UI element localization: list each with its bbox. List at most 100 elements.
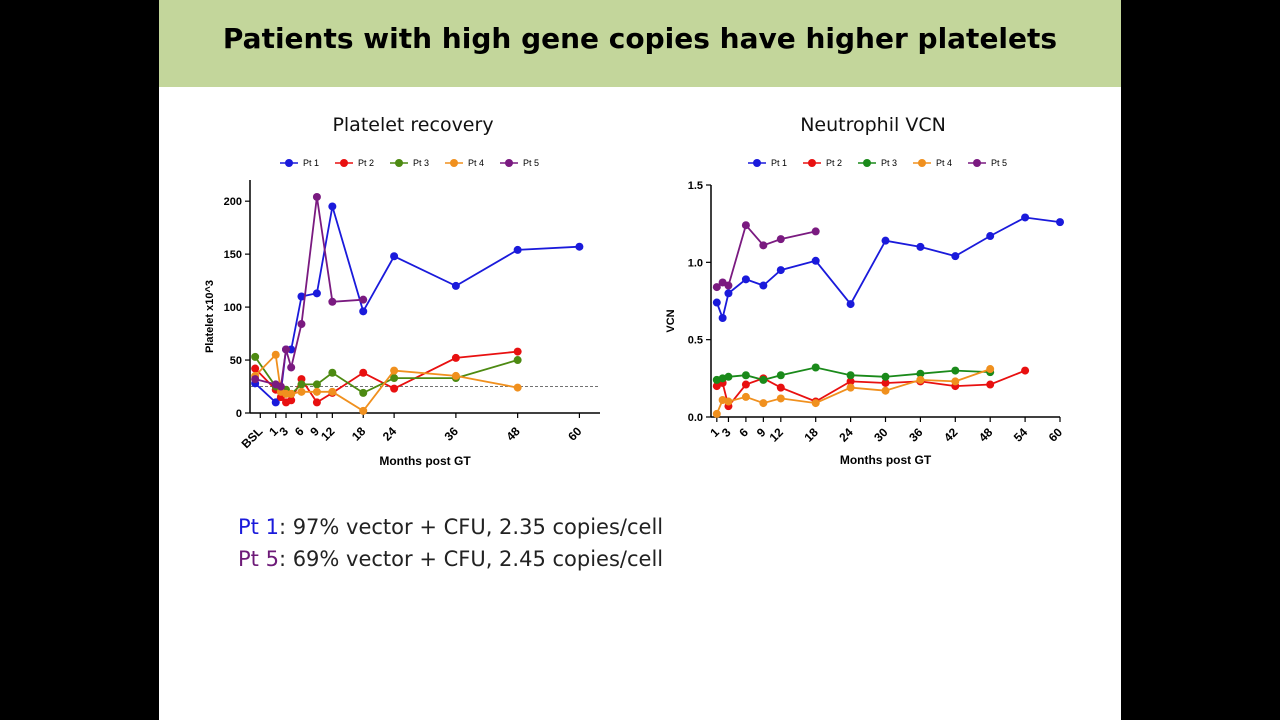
title-bar: Patients with high gene copies have high… — [159, 0, 1121, 87]
legend-label: Pt 5 — [991, 158, 1007, 168]
legend-label: Pt 3 — [881, 158, 897, 168]
y-tick-label: 1.0 — [688, 257, 703, 269]
legend-label: Pt 1 — [771, 158, 787, 168]
x-tick-label: 60 — [1046, 425, 1066, 445]
data-point — [312, 380, 321, 389]
x-tick-label: 42 — [941, 425, 961, 445]
legend-swatch-marker — [863, 159, 871, 167]
platelet-chart-title: Platelet recovery — [332, 114, 494, 136]
y-axis-label: VCN — [665, 309, 677, 332]
note-pt1-label: Pt 1 — [238, 515, 279, 539]
y-tick-label: 100 — [224, 302, 242, 314]
y-axis-label: Platelet x10^3 — [204, 280, 216, 353]
data-point — [1021, 213, 1030, 222]
x-axis-label: Months post GT — [840, 453, 932, 467]
data-point — [712, 283, 721, 292]
x-tick-label: 12 — [767, 425, 787, 445]
data-point — [1056, 218, 1064, 227]
data-point — [724, 397, 733, 406]
data-point — [881, 386, 890, 395]
data-point — [513, 383, 522, 392]
data-point — [271, 398, 280, 407]
data-point — [712, 409, 721, 418]
data-point — [271, 350, 280, 359]
legend-label: Pt 2 — [358, 158, 374, 168]
data-point — [251, 375, 260, 384]
data-point — [846, 377, 855, 386]
data-point — [741, 392, 750, 401]
note-pt5: Pt 5: 69% vector + CFU, 2.45 copies/cell — [238, 547, 663, 571]
data-point — [846, 300, 855, 309]
data-point — [1021, 366, 1030, 375]
note-pt1-text: : 97% vector + CFU, 2.35 copies/cell — [278, 515, 664, 539]
x-tick-label: 54 — [1011, 425, 1031, 445]
legend-label: Pt 3 — [413, 158, 429, 168]
data-point — [513, 356, 522, 365]
data-point — [776, 371, 785, 380]
legend-swatch-marker — [918, 159, 926, 167]
x-tick-label: 1 — [707, 425, 722, 440]
data-point — [951, 377, 960, 386]
data-point — [287, 389, 296, 398]
x-tick-label: 9 — [754, 425, 769, 440]
data-point — [846, 383, 855, 392]
data-point — [328, 387, 337, 396]
data-point — [297, 380, 306, 389]
note-pt1: Pt 1: 97% vector + CFU, 2.35 copies/cell — [238, 515, 663, 539]
x-tick-label: 6 — [736, 425, 751, 440]
data-point — [513, 245, 522, 254]
data-point — [276, 382, 285, 391]
data-point — [741, 275, 750, 284]
data-point — [328, 368, 337, 377]
data-point — [986, 380, 995, 389]
data-point — [390, 252, 399, 261]
x-tick-label: 24 — [836, 425, 856, 445]
y-tick-label: 150 — [224, 249, 242, 261]
legend-label: Pt 4 — [936, 158, 952, 168]
data-point — [297, 387, 306, 396]
legend-swatch-marker — [340, 159, 348, 167]
y-tick-label: 0.0 — [688, 412, 703, 424]
vcn-chart-title: Neutrophil VCN — [800, 114, 946, 136]
legend-label: Pt 4 — [468, 158, 484, 168]
x-tick-label: 36 — [906, 425, 926, 445]
data-point — [846, 371, 855, 380]
data-point — [712, 298, 721, 307]
data-point — [811, 256, 820, 265]
data-point — [390, 374, 399, 383]
data-point — [759, 399, 768, 408]
data-point — [741, 371, 750, 380]
data-point — [312, 289, 321, 298]
legend-swatch-marker — [753, 159, 761, 167]
data-point — [282, 345, 291, 354]
data-point — [881, 378, 890, 387]
data-point — [451, 371, 460, 380]
x-tick-label: 18 — [801, 425, 821, 445]
data-point — [759, 281, 768, 290]
data-point — [251, 352, 260, 361]
data-point — [287, 396, 296, 405]
data-point — [741, 221, 750, 230]
data-point — [328, 297, 337, 306]
y-tick-label: 50 — [230, 355, 242, 367]
data-point — [359, 406, 368, 415]
data-point — [312, 387, 321, 396]
note-pt5-label: Pt 5 — [238, 547, 279, 571]
data-point — [513, 347, 522, 356]
data-point — [916, 242, 925, 251]
y-tick-label: 1.5 — [688, 180, 703, 192]
data-point — [916, 369, 925, 378]
data-point — [811, 399, 820, 408]
data-point — [881, 236, 890, 245]
data-point — [451, 353, 460, 362]
legend-label: Pt 5 — [523, 158, 539, 168]
slide-title: Patients with high gene copies have high… — [222, 22, 1058, 55]
series-line-pt1 — [715, 216, 1061, 322]
x-tick-label: 48 — [976, 425, 996, 445]
data-point — [312, 398, 321, 407]
data-point — [359, 307, 368, 316]
data-point — [312, 192, 321, 201]
data-point — [741, 380, 750, 389]
x-axis-label: Months post GT — [379, 454, 471, 468]
